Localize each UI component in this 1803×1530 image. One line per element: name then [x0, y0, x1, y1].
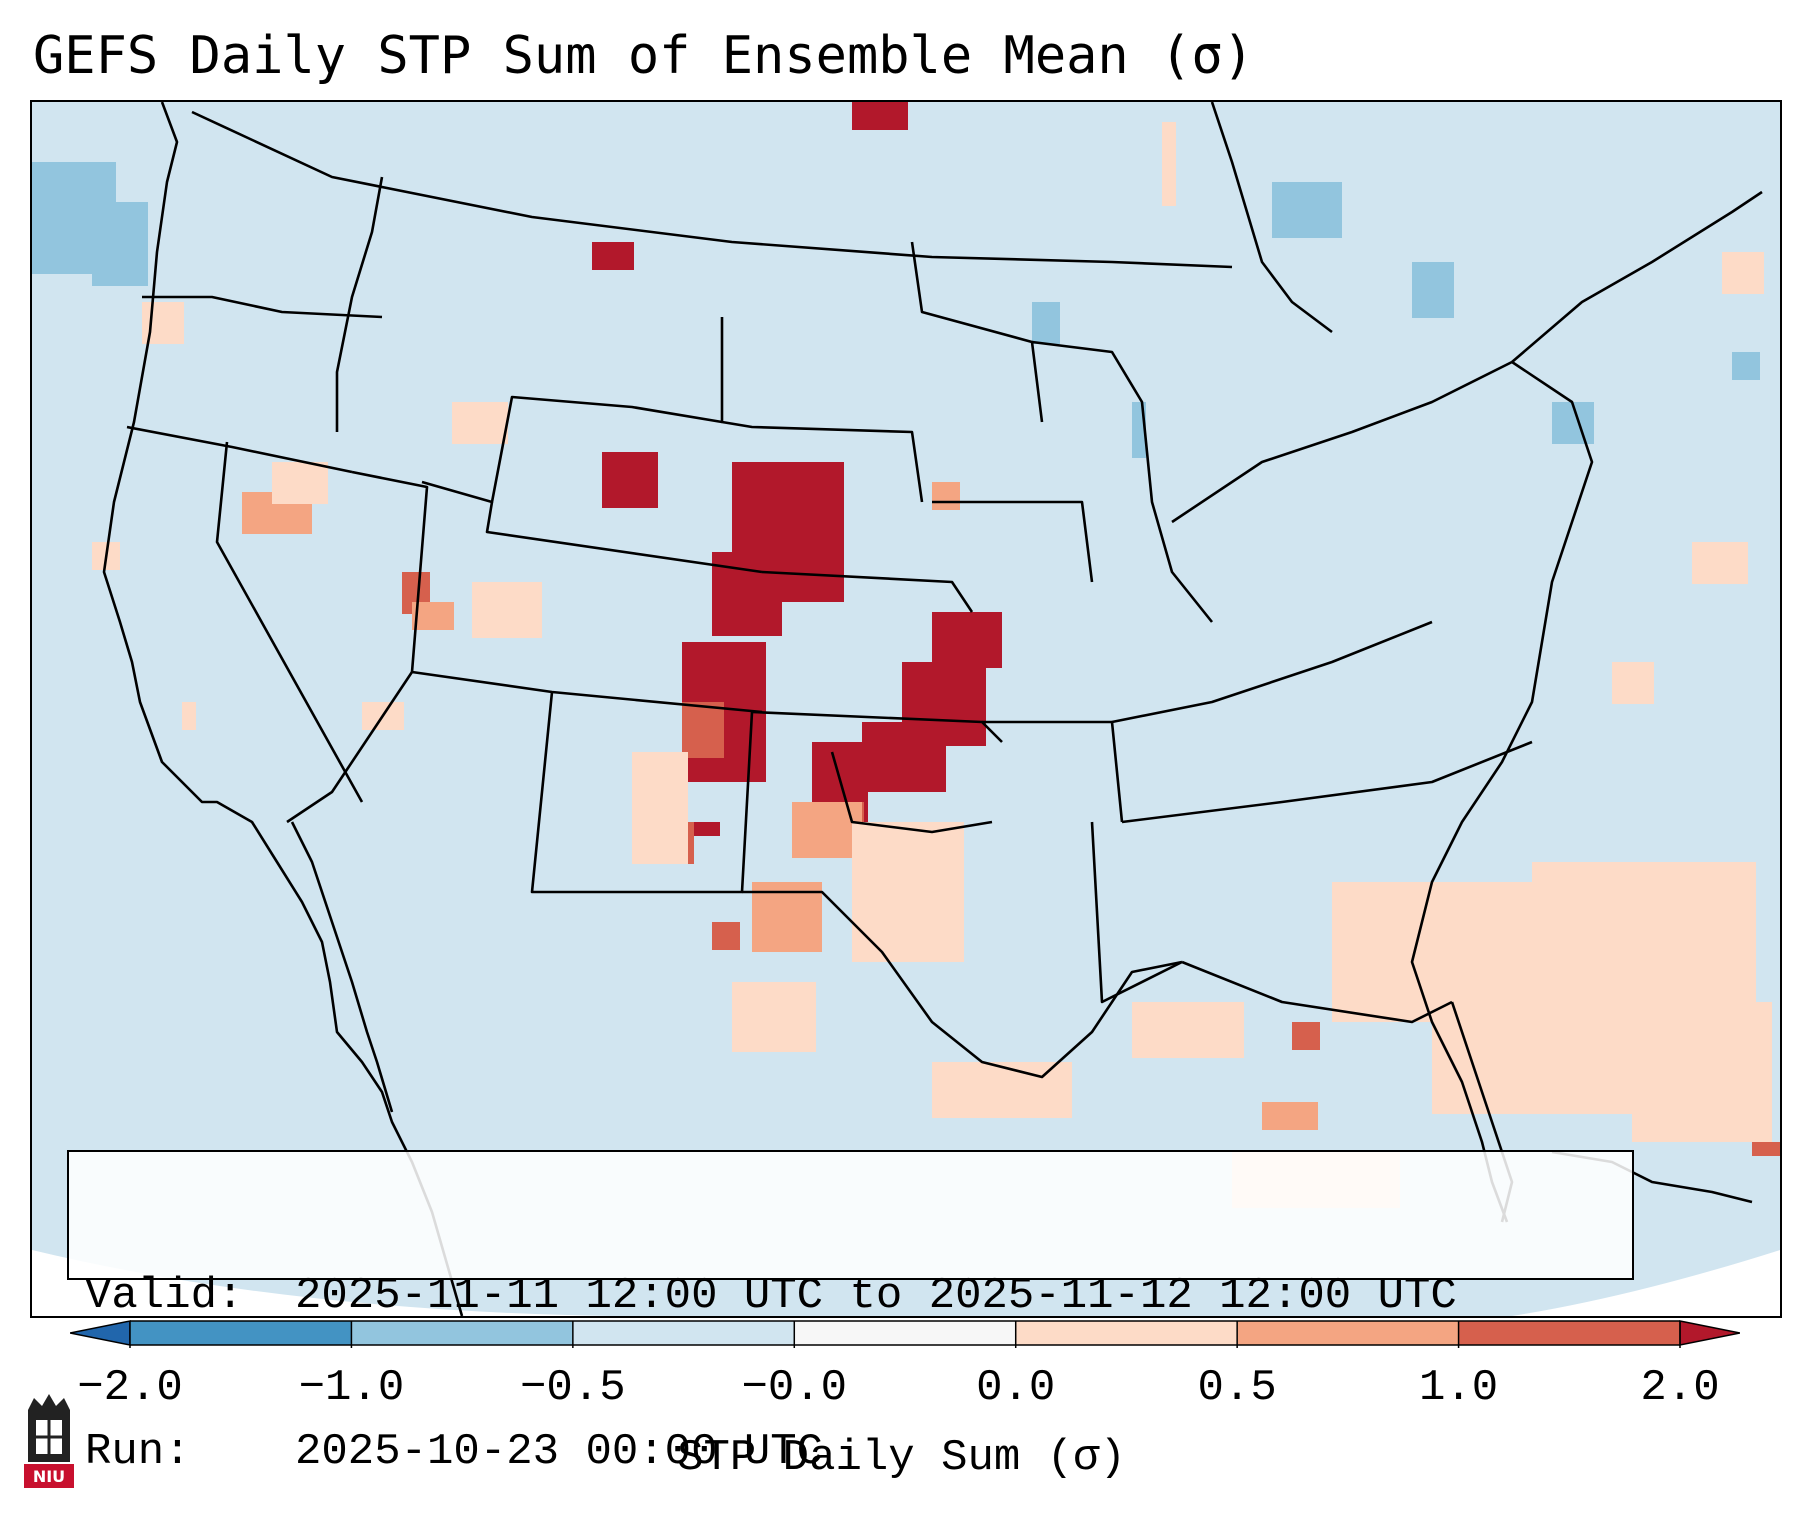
anomaly-pixel-block [732, 982, 816, 1052]
anomaly-pixel-block [1732, 352, 1760, 380]
colorbar-label: STP Daily Sum (σ) [677, 1433, 1126, 1483]
state-idaho-east [335, 176, 384, 432]
anomaly-pixel-block [1162, 122, 1176, 206]
state-nm-tx [530, 691, 754, 894]
anomaly-pixel-block [182, 702, 196, 730]
colorbar-tick-label: −2.0 [77, 1363, 183, 1413]
coastline-northeast [1511, 190, 1763, 363]
anomaly-pixel-block [712, 552, 782, 636]
state-nevada [215, 441, 364, 803]
anomaly-pixel-block [852, 102, 908, 130]
svg-text:NIU: NIU [33, 1467, 65, 1486]
anomaly-pixel-block [92, 202, 148, 286]
anomaly-pixel-block [792, 802, 862, 858]
anomaly-pixel-block [1272, 182, 1342, 238]
anomaly-pixel-block [932, 482, 960, 510]
map-edge-corner-right [1512, 1250, 1780, 1316]
state-wa-or [142, 295, 383, 319]
baja-peninsula [290, 821, 394, 1113]
anomaly-pixel-block [1292, 1022, 1320, 1050]
map-canvas [32, 102, 1780, 1316]
valid-row: Valid: 2025-11-11 12:00 UTC to 2025-11-12… [85, 1270, 1616, 1322]
great-lakes-michigan [1031, 340, 1214, 623]
colorbar [69, 1318, 1741, 1348]
anomaly-pixel-block [932, 612, 1002, 668]
map-edge-corner [32, 1250, 732, 1316]
map-panel [30, 100, 1782, 1318]
anomaly-pixel-block [1132, 1002, 1244, 1058]
state-az-nm-line [286, 671, 414, 824]
anomaly-pixel-block [1612, 662, 1654, 704]
anomaly-pixel-block [632, 752, 688, 864]
anomaly-pixel-block [602, 452, 658, 508]
colorbar-tick-label: 0.0 [976, 1363, 1056, 1413]
state-ks-ne [761, 570, 974, 613]
colorbar-tick-label: 2.0 [1640, 1363, 1720, 1413]
state-utah-nevada [351, 470, 429, 673]
colorbar-tick-label: 0.5 [1197, 1363, 1277, 1413]
colorbar-bin [794, 1321, 1016, 1345]
coastline-west [102, 102, 464, 1316]
run-value: 2025-10-23 00:00 UTC [295, 1427, 824, 1477]
anomaly-pixel-block [682, 702, 724, 758]
anomaly-pixel-block [1692, 542, 1748, 584]
anomaly-pixel-block [1752, 1142, 1780, 1156]
anomaly-pixel-block [1032, 302, 1060, 344]
state-montana-south [421, 395, 723, 504]
anomaly-pixel-layer [32, 102, 1780, 1208]
state-ohio-river [1111, 620, 1433, 724]
colorbar-svg [69, 1320, 1741, 1348]
run-key: Run: [85, 1427, 191, 1477]
state-texas-coast [742, 890, 1183, 1079]
colorbar-bin [130, 1321, 352, 1345]
chart-title: GEFS Daily STP Sum of Ensemble Mean (σ) [33, 26, 1254, 86]
niu-university-logo-icon: NIU [20, 1390, 78, 1490]
state-mn-wi [910, 241, 1044, 423]
anomaly-pixel-block [852, 822, 964, 962]
anomaly-pixel-block [1412, 262, 1454, 318]
colorbar-bin [1237, 1321, 1459, 1345]
anomaly-pixel-block [1262, 1102, 1318, 1130]
colorbar-extend-max [1679, 1320, 1741, 1346]
state-or-ca [126, 425, 353, 474]
colorbar-tick-label: −0.0 [741, 1363, 848, 1413]
anomaly-pixel-block [752, 882, 822, 952]
state-tn-nc [1121, 740, 1533, 824]
canada-border [191, 110, 1233, 269]
validity-box: Valid: 2025-11-11 12:00 UTC to 2025-11-12… [67, 1150, 1634, 1477]
run-row: Run: 2025-10-23 00:00 UTC [85, 1426, 1616, 1478]
anomaly-pixel-block [1722, 252, 1764, 294]
colorbar-tick-label: 1.0 [1418, 1363, 1499, 1413]
anomaly-pixel-block [712, 922, 740, 950]
boundary-lines [102, 102, 1763, 1316]
colorbar-bin [1458, 1321, 1680, 1345]
anomaly-pixel-block [902, 662, 986, 746]
state-ms-al [1090, 821, 1183, 1004]
anomaly-pixel-block [592, 242, 634, 270]
state-ia-mo [932, 500, 1094, 583]
state-ga-fl [1181, 960, 1453, 1024]
state-ok-tx [830, 751, 993, 834]
anomaly-pixel-block [452, 402, 508, 444]
colorbar-bin [572, 1321, 795, 1345]
colorbar-extend-min [69, 1320, 131, 1346]
state-wy-co [485, 501, 763, 574]
anomaly-pixel-block [1632, 1002, 1772, 1142]
hudson-bay-edge [1210, 102, 1333, 334]
colorbar-bin [1015, 1321, 1238, 1345]
coastline-east [1410, 360, 1594, 1223]
colorbar-tick-label: −1.0 [298, 1363, 405, 1413]
colorbar-bin [351, 1321, 573, 1345]
great-lakes-erie [1171, 360, 1513, 524]
state-nd-sd [720, 317, 924, 503]
colorbar-tick-label: −0.5 [520, 1363, 626, 1413]
anomaly-pixel-block [472, 582, 542, 638]
valid-key: Valid: [85, 1271, 244, 1321]
anomaly-pixel-block [412, 602, 454, 630]
anomaly-pixel-block [272, 462, 328, 504]
valid-value: 2025-11-11 12:00 UTC to 2025-11-12 12:00… [295, 1271, 1457, 1321]
anomaly-pixel-block [692, 822, 720, 836]
